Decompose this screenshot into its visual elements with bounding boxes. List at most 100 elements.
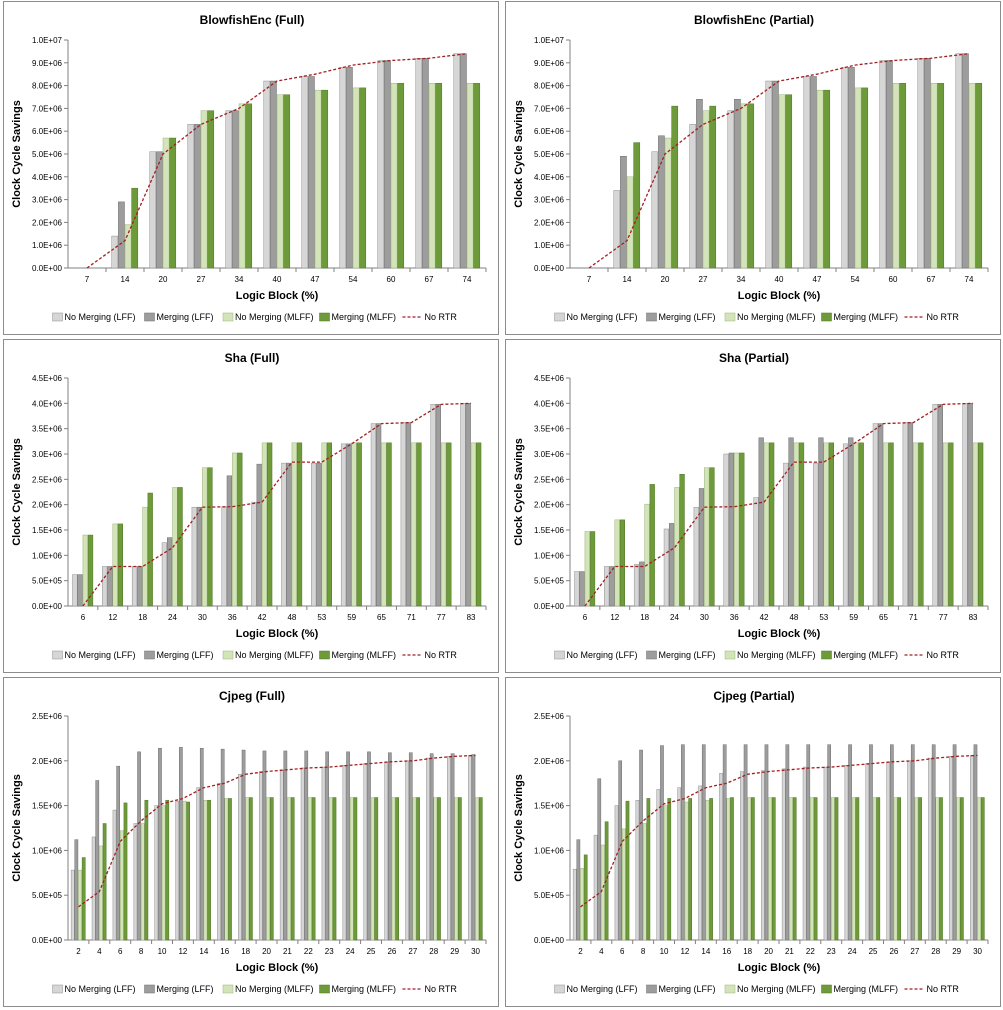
- y-tick-label: 0.0E+00: [534, 264, 565, 273]
- bar-merging-mlff: [207, 467, 213, 607]
- bar-no-merging-lff: [221, 506, 227, 607]
- x-tick-label: 34: [737, 275, 746, 284]
- x-tick-label: 27: [699, 275, 708, 284]
- legend-label: No Merging (LFF): [65, 984, 136, 994]
- bar-no-merging-mlff: [763, 442, 770, 607]
- x-tick-label: 48: [789, 613, 798, 622]
- bar-merging-mlff: [823, 89, 831, 269]
- bar-no-merging-lff: [651, 151, 659, 269]
- bar-no-merging-lff: [400, 422, 406, 607]
- bar-no-merging-mlff: [120, 830, 124, 941]
- y-tick-label: 4.0E+06: [534, 173, 565, 182]
- x-tick-label: 47: [813, 275, 822, 284]
- bar-no-merging-mlff: [99, 845, 103, 941]
- bar-no-merging-mlff: [140, 823, 145, 941]
- bar-no-merging-lff: [370, 423, 377, 607]
- bar-no-merging-lff: [149, 151, 157, 269]
- x-tick-label: 26: [387, 947, 396, 956]
- bar-no-merging-mlff: [291, 442, 297, 607]
- x-tick-label: 8: [139, 947, 144, 956]
- bar-merging-mlff: [359, 87, 367, 269]
- bar-no-merging-lff: [467, 755, 472, 941]
- x-tick-label: 36: [730, 613, 739, 622]
- bar-merging-lff: [179, 747, 183, 941]
- bar-merging-mlff: [771, 797, 776, 941]
- y-tick-label: 5.0E+05: [534, 891, 565, 900]
- bar-merging-lff: [283, 750, 288, 941]
- bar-no-merging-lff: [727, 110, 735, 269]
- bar-merging-mlff: [446, 442, 452, 607]
- bar-no-merging-lff: [689, 124, 697, 269]
- y-tick-label: 1.5E+06: [534, 802, 565, 811]
- y-tick-label: 3.0E+06: [32, 450, 63, 459]
- bar-merging-mlff: [813, 797, 818, 941]
- y-tick-label: 8.0E+06: [534, 82, 565, 91]
- x-tick-label: 22: [806, 947, 815, 956]
- x-tick-label: 77: [437, 613, 446, 622]
- bar-merging-lff: [620, 156, 627, 269]
- legend-label: Merging (MLFF): [834, 312, 899, 322]
- y-tick-label: 2.0E+06: [534, 501, 565, 510]
- bar-merging-lff: [256, 463, 262, 607]
- bar-no-merging-mlff: [352, 87, 360, 269]
- legend-label: Merging (MLFF): [834, 984, 899, 994]
- bar-no-merging-lff: [823, 766, 828, 941]
- y-tick-label: 2.5E+06: [32, 712, 63, 721]
- bar-no-merging-mlff: [883, 442, 889, 607]
- bar-merging-lff: [658, 135, 665, 269]
- bar-merging-mlff: [876, 797, 881, 941]
- bar-merging-mlff: [688, 798, 693, 941]
- bar-no-merging-mlff: [768, 797, 772, 941]
- bar-no-merging-mlff: [704, 467, 710, 607]
- x-tick-label: 6: [620, 947, 625, 956]
- x-tick-label: 6: [81, 613, 86, 622]
- bar-merging-mlff: [899, 83, 907, 269]
- bar-no-merging-mlff: [972, 442, 979, 607]
- bar-merging-mlff: [619, 519, 625, 607]
- y-tick-label: 3.0E+06: [534, 196, 565, 205]
- bar-merging-mlff: [937, 83, 945, 269]
- x-tick-label: 27: [197, 275, 206, 284]
- bar-merging-mlff: [478, 797, 483, 941]
- bar-no-merging-lff: [841, 67, 849, 269]
- bar-no-merging-mlff: [726, 798, 731, 941]
- bar-merging-mlff: [975, 83, 983, 269]
- chart-panel-cjpeg-partial: Cjpeg (Partial) 0.0E+00 5.0E+05 1.0E+06 1.5E…: [505, 677, 1001, 1007]
- bar-no-merging-lff: [803, 76, 811, 269]
- chart-panel-sha-partial: Sha (Partial) 0.0E+00 5.0E+05 1.0E+06 1.5E+0…: [505, 339, 1001, 673]
- bar-no-merging-mlff: [705, 799, 710, 941]
- bar-merging-mlff: [416, 797, 420, 941]
- bar-no-merging-lff: [405, 760, 409, 941]
- bar-merging-lff: [848, 437, 854, 607]
- y-tick-label: 6.0E+06: [534, 127, 565, 136]
- y-tick-label: 4.5E+06: [534, 374, 565, 383]
- bar-merging-mlff: [798, 442, 805, 607]
- bar-merging-mlff: [228, 798, 232, 941]
- bar-no-merging-mlff: [390, 83, 398, 269]
- bar-no-merging-mlff: [853, 442, 859, 607]
- bar-no-merging-mlff: [351, 442, 357, 607]
- legend-swatch-merging-lff: [646, 312, 657, 322]
- bar-no-merging-lff: [311, 462, 317, 607]
- bar-no-merging-mlff: [287, 797, 291, 941]
- bar-no-merging-lff: [72, 574, 78, 607]
- bar-no-merging-lff: [187, 124, 195, 269]
- bar-no-merging-mlff: [622, 828, 626, 941]
- y-axis-label: Clock Cycle Savings: [513, 438, 525, 546]
- bar-no-merging-mlff: [584, 531, 590, 607]
- chart-title: Sha (Full): [225, 351, 280, 365]
- bar-merging-lff: [220, 748, 225, 941]
- x-tick-label: 67: [927, 275, 936, 284]
- bar-merging-lff: [701, 744, 706, 941]
- bar-merging-lff: [734, 99, 741, 269]
- bar-merging-lff: [137, 751, 141, 941]
- y-axis-label: Clock Cycle Savings: [11, 100, 23, 208]
- bar-no-merging-lff: [663, 528, 670, 607]
- bar-no-merging-mlff: [831, 797, 835, 941]
- legend-swatch-merging-mlff: [821, 650, 832, 660]
- x-tick-label: 36: [228, 613, 237, 622]
- bar-no-merging-mlff: [854, 87, 862, 269]
- bar-no-merging-mlff: [475, 797, 479, 941]
- bar-merging-lff: [196, 506, 203, 607]
- x-axis-label: Logic Block (%): [738, 628, 821, 640]
